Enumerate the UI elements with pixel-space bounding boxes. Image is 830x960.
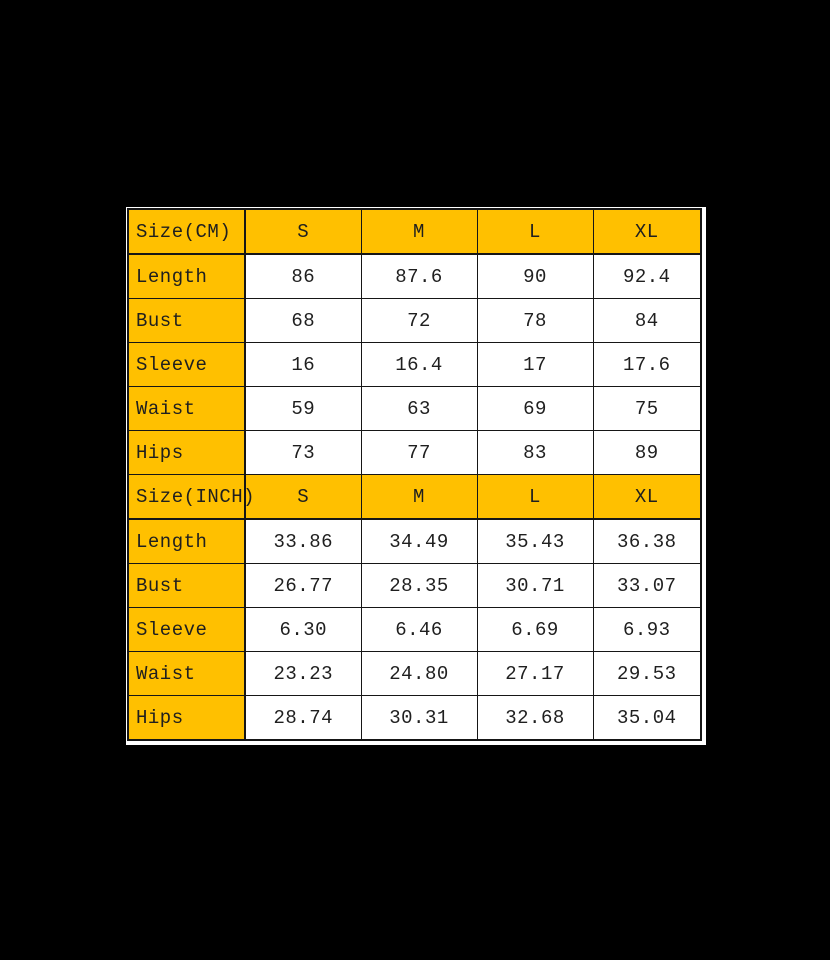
table-row: Length 33.86 34.49 35.43 36.38 (127, 518, 702, 564)
value-cell: 69 (476, 386, 594, 431)
size-column-header: L (476, 474, 594, 520)
value-cell: 35.43 (476, 518, 594, 564)
value-cell: 87.6 (360, 253, 478, 299)
value-cell: 6.46 (360, 607, 478, 652)
value-cell: 75 (592, 386, 702, 431)
table-row: Sleeve 6.30 6.46 6.69 6.93 (127, 607, 702, 652)
value-cell: 63 (360, 386, 478, 431)
value-cell: 83 (476, 430, 594, 475)
table-row: Waist 59 63 69 75 (127, 386, 702, 431)
size-column-header: M (360, 208, 478, 255)
row-label-cell: Waist (127, 651, 246, 696)
size-column-header: XL (592, 474, 702, 520)
value-cell: 92.4 (592, 253, 702, 299)
value-cell: 35.04 (592, 695, 702, 741)
size-inch-header-cell: Size(INCH) (127, 474, 255, 520)
row-label-cell: Waist (127, 386, 246, 431)
size-chart-table: Size(CM) S M L XL Length 86 87.6 90 92.4… (127, 208, 702, 741)
table-header-row-cm: Size(CM) S M L XL (127, 208, 702, 255)
size-cm-header-cell: Size(CM) (127, 208, 246, 255)
row-label-cell: Sleeve (127, 342, 246, 387)
table-row: Waist 23.23 24.80 27.17 29.53 (127, 651, 702, 696)
value-cell: 33.07 (592, 563, 702, 608)
table-row: Sleeve 16 16.4 17 17.6 (127, 342, 702, 387)
table-header-row-inch: Size(INCH) S M L XL (127, 474, 702, 520)
value-cell: 28.74 (244, 695, 362, 741)
row-label-cell: Length (127, 518, 246, 564)
value-cell: 6.93 (592, 607, 702, 652)
table-row: Bust 26.77 28.35 30.71 33.07 (127, 563, 702, 608)
value-cell: 30.31 (360, 695, 478, 741)
row-label-cell: Hips (127, 695, 246, 741)
value-cell: 17.6 (592, 342, 702, 387)
value-cell: 6.30 (244, 607, 362, 652)
value-cell: 16 (244, 342, 362, 387)
value-cell: 32.68 (476, 695, 594, 741)
value-cell: 89 (592, 430, 702, 475)
row-label-cell: Length (127, 253, 246, 299)
value-cell: 77 (360, 430, 478, 475)
size-column-header: XL (592, 208, 702, 255)
value-cell: 84 (592, 298, 702, 343)
size-chart-container: Size(CM) S M L XL Length 86 87.6 90 92.4… (126, 207, 706, 745)
value-cell: 34.49 (360, 518, 478, 564)
table-row: Hips 28.74 30.31 32.68 35.04 (127, 695, 702, 741)
row-label-cell: Sleeve (127, 607, 246, 652)
value-cell: 28.35 (360, 563, 478, 608)
value-cell: 59 (244, 386, 362, 431)
value-cell: 27.17 (476, 651, 594, 696)
row-label-cell: Bust (127, 563, 246, 608)
value-cell: 16.4 (360, 342, 478, 387)
value-cell: 90 (476, 253, 594, 299)
value-cell: 73 (244, 430, 362, 475)
value-cell: 6.69 (476, 607, 594, 652)
size-column-header: L (476, 208, 594, 255)
value-cell: 72 (360, 298, 478, 343)
value-cell: 23.23 (244, 651, 362, 696)
row-label-cell: Hips (127, 430, 246, 475)
value-cell: 17 (476, 342, 594, 387)
value-cell: 24.80 (360, 651, 478, 696)
size-column-header: M (360, 474, 478, 520)
value-cell: 33.86 (244, 518, 362, 564)
table-row: Bust 68 72 78 84 (127, 298, 702, 343)
value-cell: 30.71 (476, 563, 594, 608)
size-column-header: S (244, 474, 362, 520)
value-cell: 36.38 (592, 518, 702, 564)
value-cell: 78 (476, 298, 594, 343)
row-label-cell: Bust (127, 298, 246, 343)
value-cell: 68 (244, 298, 362, 343)
table-row: Hips 73 77 83 89 (127, 430, 702, 475)
value-cell: 86 (244, 253, 362, 299)
table-row: Length 86 87.6 90 92.4 (127, 253, 702, 299)
value-cell: 26.77 (244, 563, 362, 608)
value-cell: 29.53 (592, 651, 702, 696)
size-column-header: S (244, 208, 362, 255)
